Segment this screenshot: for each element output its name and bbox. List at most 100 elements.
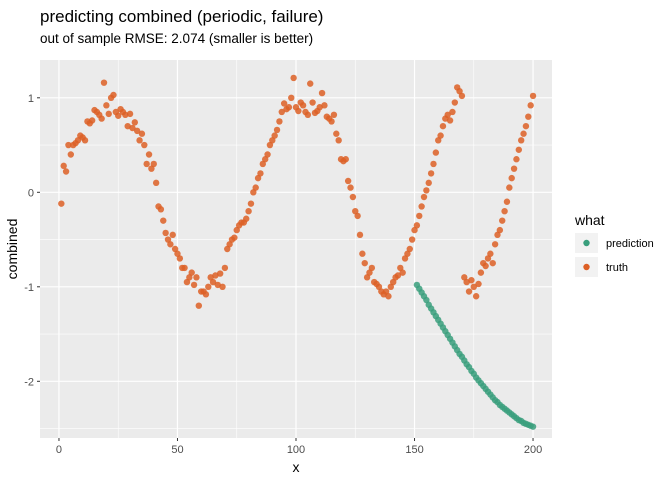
point-truth: [157, 206, 165, 213]
point-truth: [138, 130, 146, 137]
point-truth: [413, 222, 421, 229]
point-truth: [193, 274, 200, 281]
point-truth: [491, 241, 499, 248]
point-truth: [219, 283, 226, 290]
point-truth: [487, 250, 494, 257]
point-truth: [408, 236, 416, 243]
point-truth: [472, 293, 480, 300]
legend-label-truth: truth: [606, 262, 628, 274]
point-truth: [148, 165, 155, 172]
point-truth: [309, 99, 316, 106]
point-truth: [295, 107, 302, 115]
point-truth: [366, 269, 373, 276]
point-truth: [276, 118, 283, 125]
point-truth: [363, 274, 371, 281]
point-truth: [216, 270, 224, 277]
point-truth: [527, 102, 534, 109]
point-truth: [278, 108, 285, 116]
point-truth: [394, 272, 402, 279]
point-truth: [517, 137, 525, 144]
point-truth: [425, 179, 432, 187]
point-truth: [475, 280, 482, 288]
point-truth: [243, 215, 250, 222]
point-truth: [352, 208, 359, 215]
point-truth: [150, 160, 157, 168]
point-truth: [444, 111, 451, 119]
point-truth: [397, 264, 404, 272]
point-truth: [387, 283, 395, 290]
point-truth: [525, 113, 532, 120]
point-truth: [264, 151, 271, 158]
point-truth: [456, 87, 463, 95]
point-truth: [506, 184, 513, 191]
point-truth: [368, 264, 376, 272]
point-truth: [529, 92, 537, 100]
point-truth: [152, 179, 160, 187]
point-truth: [60, 162, 67, 170]
point-truth: [439, 122, 447, 130]
point-truth: [347, 184, 354, 191]
point-truth: [510, 165, 518, 172]
point-truth: [186, 274, 193, 281]
point-truth: [245, 208, 252, 215]
point-truth: [427, 170, 435, 177]
point-truth: [160, 217, 167, 224]
point-truth: [288, 94, 295, 102]
point-truth: [446, 117, 454, 124]
point-truth: [375, 283, 383, 290]
point-truth: [349, 193, 357, 201]
point-truth: [451, 99, 459, 106]
point-truth: [318, 89, 326, 97]
point-truth: [354, 212, 361, 220]
point-truth: [385, 293, 392, 300]
point-truth: [171, 245, 179, 253]
point-truth: [515, 146, 523, 153]
point-truth: [307, 80, 314, 87]
point-truth: [437, 132, 444, 139]
point-prediction: [529, 423, 537, 430]
point-truth: [164, 236, 172, 243]
point-truth: [58, 200, 65, 207]
point-truth: [418, 203, 425, 210]
point-truth: [167, 241, 174, 248]
point-truth: [468, 276, 475, 284]
point-truth: [522, 122, 530, 130]
point-truth: [202, 291, 210, 298]
point-truth: [508, 174, 515, 182]
legend-title: what: [574, 212, 605, 228]
point-truth: [81, 137, 89, 144]
point-truth: [250, 189, 257, 196]
point-truth: [404, 250, 411, 257]
point-truth: [411, 226, 418, 234]
point-truth: [141, 141, 148, 149]
point-truth: [183, 278, 191, 286]
point-truth: [416, 212, 423, 220]
point-truth: [344, 177, 352, 185]
point-truth: [489, 259, 496, 267]
point-truth: [420, 193, 428, 201]
point-truth: [103, 102, 110, 109]
point-truth: [482, 262, 489, 270]
point-truth: [333, 130, 340, 137]
chart-subtitle: out of sample RMSE: 2.074 (smaller is be…: [40, 31, 313, 46]
point-truth: [499, 217, 506, 224]
point-truth: [285, 104, 293, 111]
y-axis-ticks: -2 -1 0 1: [24, 93, 40, 388]
point-truth: [129, 124, 136, 132]
point-truth: [181, 264, 188, 272]
x-tick-label: 50: [171, 444, 183, 456]
y-tick-label: 0: [28, 187, 34, 199]
point-truth: [233, 226, 240, 234]
point-truth: [110, 91, 117, 99]
point-truth: [290, 74, 297, 82]
point-truth: [226, 241, 233, 248]
point-truth: [105, 110, 112, 118]
point-truth: [477, 269, 485, 276]
point-truth: [382, 288, 390, 295]
point-truth: [176, 255, 184, 262]
legend-label-prediction: prediction: [606, 238, 654, 250]
point-truth: [401, 255, 409, 262]
point-truth: [88, 117, 96, 124]
point-truth: [503, 198, 511, 205]
